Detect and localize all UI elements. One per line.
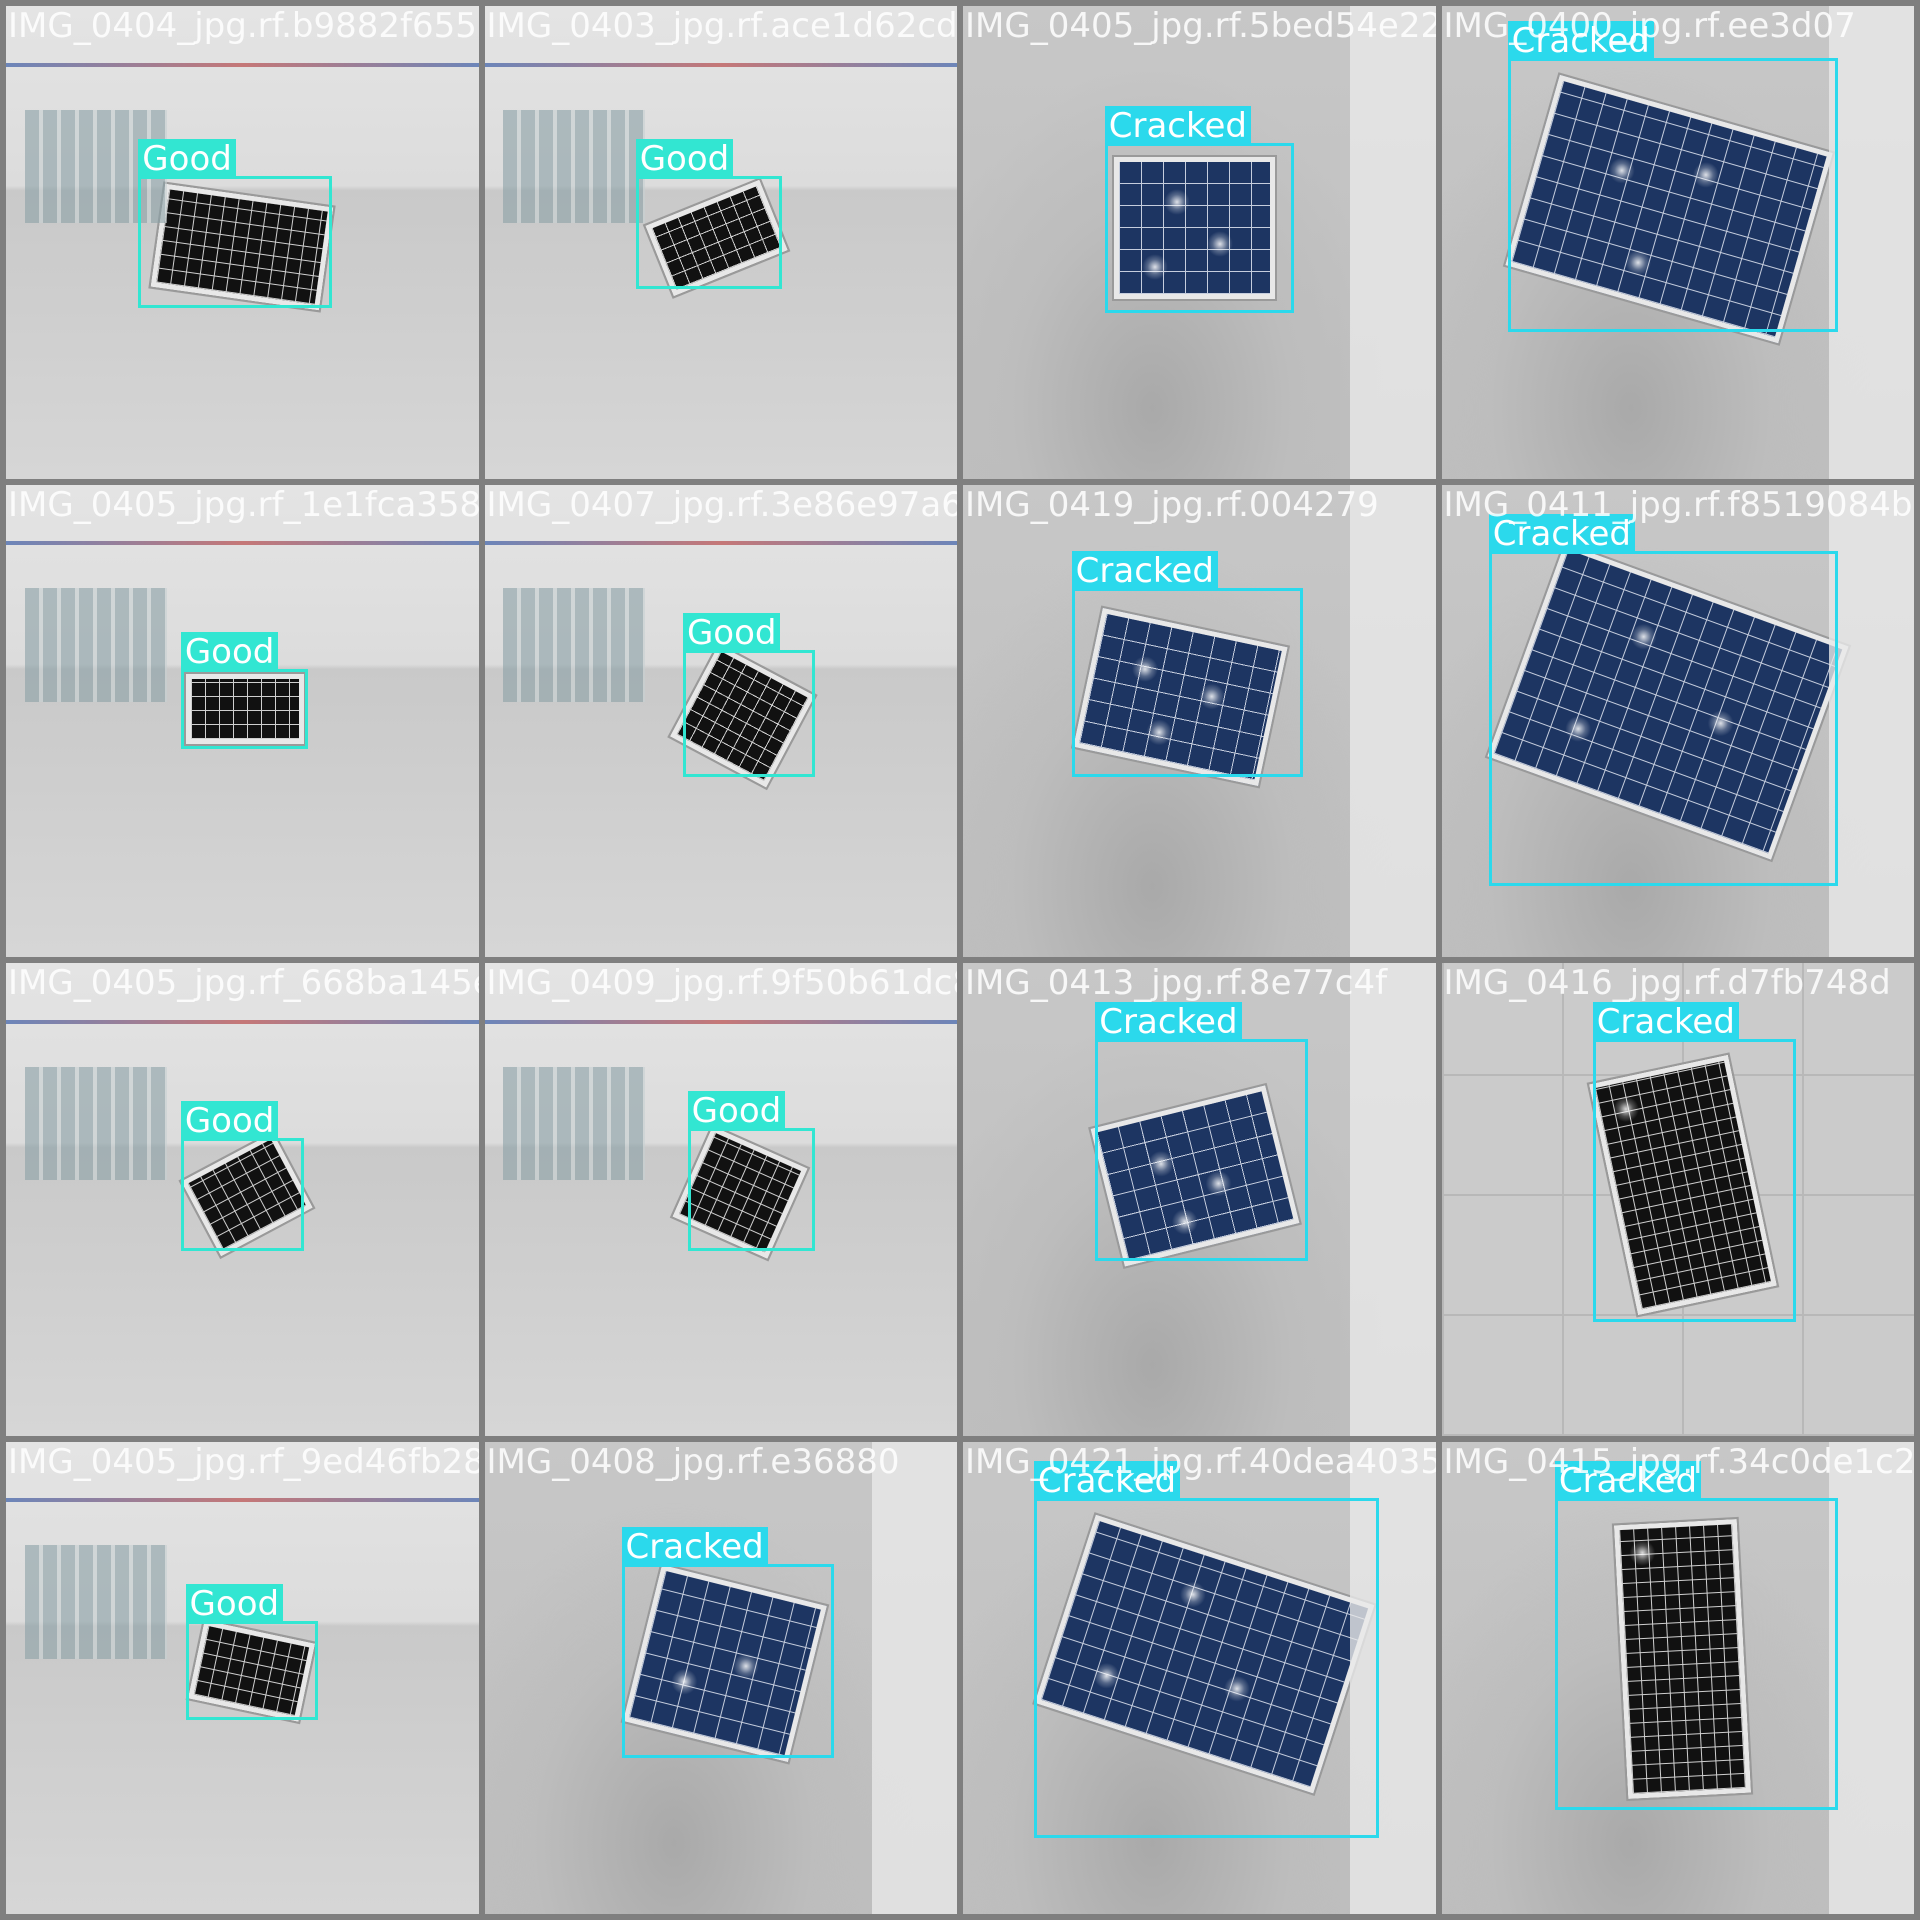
bounding-box[interactable]: Good [180, 631, 309, 750]
image-tile[interactable]: Good IMG_0409_jpg.rf.9f50b61dc83 [484, 963, 958, 1436]
crack-mark [1206, 230, 1233, 257]
class-label: Cracked [621, 1527, 768, 1568]
image-filename: IMG_0407_jpg.rf.3e86e97a6f [486, 484, 958, 525]
class-label: Good [635, 139, 734, 180]
class-label: Good [682, 612, 781, 653]
image-tile[interactable]: Cracked IMG_0408_jpg.rf.e36880 [484, 1441, 957, 1914]
image-tile[interactable]: Cracked IMG_0416_jpg.rf.d7fb748d [1441, 963, 1914, 1436]
image-tile[interactable]: Good IMG_0404_jpg.rf.b9882f6557f0c1c7063… [6, 6, 479, 479]
bounding-box[interactable]: Good [185, 1584, 318, 1721]
crack-mark [1164, 188, 1191, 215]
class-label: Cracked [1507, 20, 1654, 61]
crack-mark [1141, 254, 1168, 281]
bounding-box[interactable]: Good [138, 139, 333, 309]
image-filename: IMG_0413_jpg.rf.8e77c4f [965, 963, 1388, 1003]
bounding-box[interactable]: Good [687, 1091, 816, 1252]
image-filename: IMG_0408_jpg.rf.e36880 [486, 1441, 900, 1482]
class-label: Cracked [1488, 513, 1635, 554]
bounding-box[interactable]: Cracked [1554, 1461, 1839, 1811]
image-filename: IMG_0405_jpg.rf_1e1fca3580c6b0c7d1c.3e86… [8, 484, 479, 525]
image-filename: IMG_0419_jpg.rf.004279 [965, 484, 1379, 525]
image-tile[interactable]: Cracked IMG_0421_jpg.rf.40dea4035 [963, 1441, 1436, 1914]
bounding-box[interactable]: Good [682, 612, 816, 778]
image-filename: IMG_0405_jpg.rf_9ed46fb280bdd94795bcfe36… [8, 1441, 479, 1482]
bounding-box[interactable]: Cracked [1033, 1461, 1379, 1839]
image-filename: IMG_0405_jpg.rf_668ba145e6d3b80795e9f50b… [8, 963, 479, 1003]
image-filename: IMG_0405_jpg.rf.5bed54e22d6 [965, 6, 1436, 46]
class-label: Cracked [1592, 1001, 1739, 1042]
image-tile[interactable]: Good IMG_0405_jpg.rf_668ba145e6d3b80795e… [6, 963, 479, 1436]
bounding-box[interactable]: Cracked [1071, 551, 1304, 778]
bounding-box[interactable]: Cracked [621, 1527, 835, 1759]
image-tile[interactable]: Good IMG_0405_jpg.rf_9ed46fb280bdd94795b… [6, 1441, 479, 1914]
bounding-box[interactable]: Cracked [1592, 1001, 1796, 1323]
class-label: Good [138, 139, 236, 180]
class-label: Cracked [1071, 551, 1218, 592]
bounding-box[interactable]: Cracked [1095, 1001, 1308, 1261]
class-label: Cracked [1033, 1461, 1181, 1502]
image-tile[interactable]: Cracked IMG_0405_jpg.rf.5bed54e22d6 [963, 6, 1436, 479]
image-tile[interactable]: Cracked IMG_0419_jpg.rf.004279 [963, 484, 1436, 957]
class-label: Good [180, 631, 279, 672]
image-tile[interactable]: Cracked IMG_0411_jpg.rf.f8519084bac [1441, 484, 1914, 957]
image-tile[interactable]: Good IMG_0407_jpg.rf.3e86e97a6f [484, 484, 958, 957]
image-tile[interactable]: Cracked IMG_0413_jpg.rf.8e77c4f [963, 963, 1436, 1436]
image-tile[interactable]: Cracked IMG_0400_jpg.rf.ee3d07 [1441, 6, 1914, 479]
bounding-box[interactable]: Good [180, 1100, 304, 1252]
image-filename: IMG_0404_jpg.rf.b9882f6557f0c1c7063ae4df… [8, 6, 479, 46]
class-label: Cracked [1104, 106, 1251, 147]
class-label: Cracked [1554, 1461, 1702, 1502]
image-tile[interactable]: Good IMG_0405_jpg.rf_1e1fca3580c6b0c7d1c… [6, 484, 479, 957]
bounding-box[interactable]: Cracked [1507, 20, 1839, 333]
bounding-box[interactable]: Good [635, 139, 783, 290]
image-tile[interactable]: Good IMG_0403_jpg.rf.ace1d62cd95 [484, 6, 958, 479]
class-label: Good [180, 1100, 279, 1141]
image-filename: IMG_0409_jpg.rf.9f50b61dc83 [486, 963, 958, 1003]
image-filename: IMG_0403_jpg.rf.ace1d62cd95 [486, 6, 958, 46]
solar-panel [185, 673, 304, 745]
class-label: Good [687, 1091, 786, 1132]
bounding-box[interactable]: Cracked [1104, 106, 1294, 314]
bounding-box[interactable]: Cracked [1488, 513, 1839, 887]
class-label: Good [185, 1584, 284, 1625]
image-tile[interactable]: Cracked IMG_0415_jpg.rf.34c0de1c2 [1441, 1441, 1914, 1914]
image-filename: IMG_0416_jpg.rf.d7fb748d [1443, 963, 1891, 1003]
solar-panel [1114, 157, 1275, 299]
class-label: Cracked [1095, 1001, 1242, 1042]
